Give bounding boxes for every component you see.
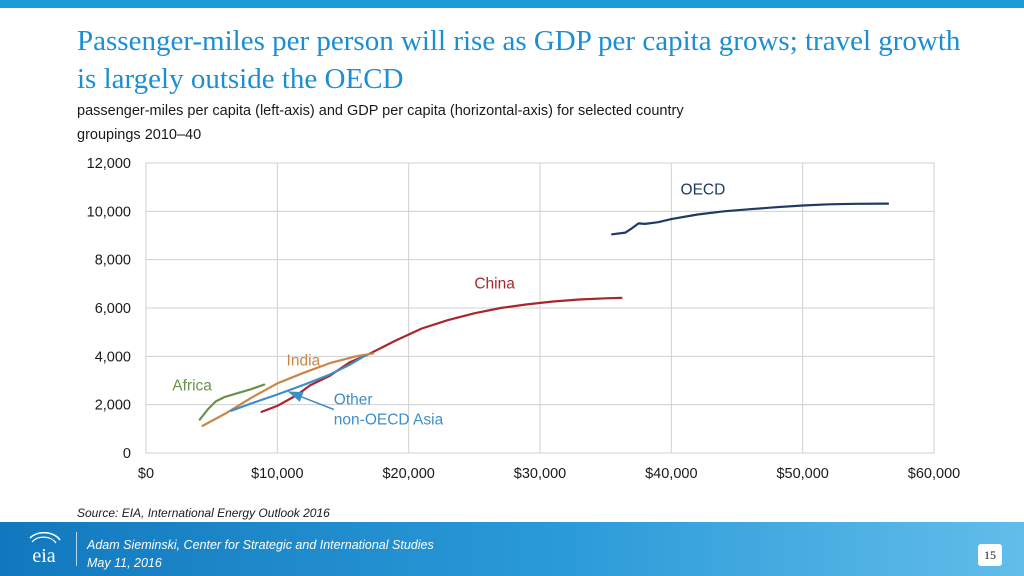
x-tick-label: $0 bbox=[138, 466, 154, 482]
footer-bar: eia Adam Sieminski, Center for Strategic… bbox=[0, 522, 1024, 576]
y-tick-label: 6,000 bbox=[95, 301, 131, 317]
y-tick-label: 0 bbox=[123, 446, 131, 462]
x-tick-label: $10,000 bbox=[251, 466, 303, 482]
series-label-china: China bbox=[474, 276, 515, 293]
slide-title: Passenger-miles per person will rise as … bbox=[77, 25, 961, 95]
y-tick-label: 12,000 bbox=[87, 156, 131, 172]
y-tick-label: 8,000 bbox=[95, 253, 131, 269]
series-label-other-non-oecd-asia: Other non-OECD Asia bbox=[334, 392, 444, 429]
top-accent-bar bbox=[0, 0, 1024, 8]
y-tick-label: 10,000 bbox=[87, 204, 131, 220]
source-note: Source: EIA, International Energy Outloo… bbox=[77, 506, 330, 520]
series-line-other-non-oecd-asia bbox=[230, 355, 366, 412]
x-tick-label: $30,000 bbox=[514, 466, 566, 482]
x-tick-label: $60,000 bbox=[908, 466, 960, 482]
x-tick-label: $20,000 bbox=[382, 466, 434, 482]
series-line-india bbox=[201, 352, 375, 427]
logo-text: eia bbox=[32, 545, 55, 567]
footer-date: May 11, 2016 bbox=[87, 556, 162, 570]
chart: 0 2,000 4,000 6,000 8,000 10,000 12,000 $0 $10,0… bbox=[87, 156, 961, 482]
slide-subtitle: passenger-miles per capita (left-axis) a… bbox=[77, 103, 684, 143]
x-tick-label: $40,000 bbox=[645, 466, 697, 482]
series-label-india: India bbox=[287, 353, 321, 370]
annotation-arrow bbox=[287, 391, 335, 411]
y-tick-label: 4,000 bbox=[95, 349, 131, 365]
y-tick-label: 2,000 bbox=[95, 398, 131, 414]
series-line-china bbox=[260, 296, 623, 413]
series-label-africa: Africa bbox=[172, 378, 212, 395]
series-label-oecd: OECD bbox=[681, 181, 726, 198]
series-line-africa bbox=[198, 383, 266, 421]
eia-logo-icon: eia bbox=[29, 532, 61, 567]
footer-presenter: Adam Sieminski, Center for Strategic and… bbox=[87, 538, 434, 552]
x-tick-label: $50,000 bbox=[776, 466, 828, 482]
series-line-oecd bbox=[611, 202, 890, 236]
page-number: 15 bbox=[978, 544, 1002, 566]
footer-divider bbox=[76, 532, 77, 566]
